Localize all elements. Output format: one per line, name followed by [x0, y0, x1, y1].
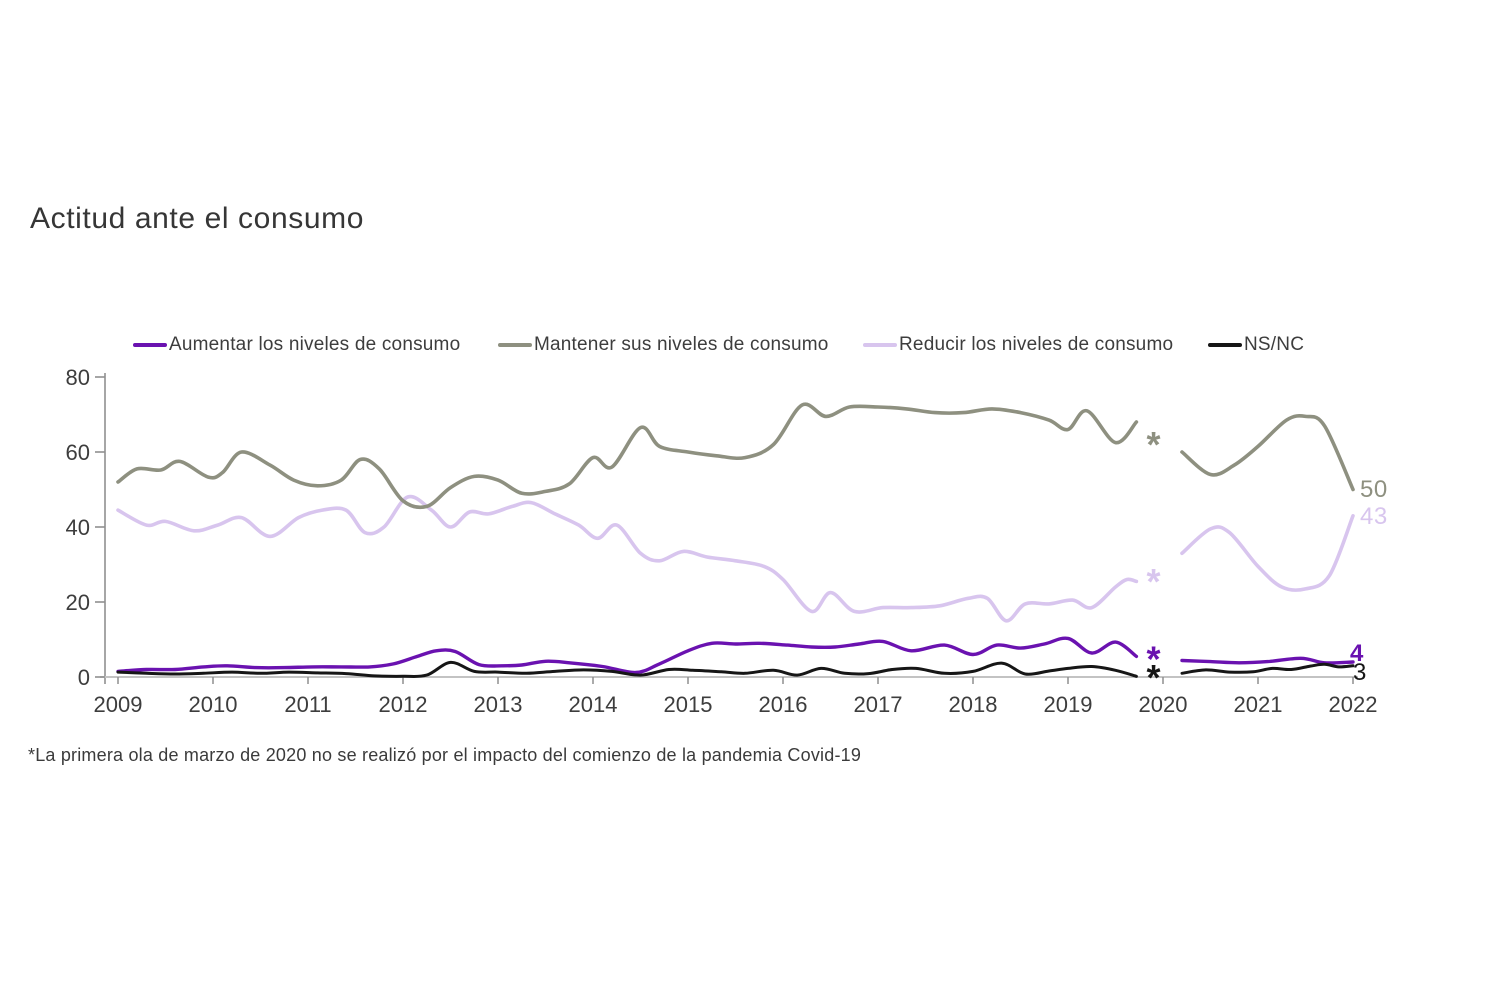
end-value-aumentar: 4: [1350, 640, 1364, 667]
legend-label-aumentar: Aumentar los niveles de consumo: [169, 333, 461, 355]
x-tick-label: 2009: [94, 692, 143, 717]
end-value-nsnc: 3: [1353, 659, 1367, 686]
x-tick-label: 2010: [189, 692, 238, 717]
y-tick-label: 60: [66, 440, 90, 465]
x-tick-label: 2012: [379, 692, 428, 717]
x-tick-label: 2022: [1329, 692, 1378, 717]
legend-swatch-nsnc: [1208, 342, 1242, 347]
y-tick-label: 80: [66, 365, 90, 390]
gap-asterisk-mantener: *: [1146, 424, 1160, 465]
series-line-nsnc-post-gap: [1180, 662, 1355, 675]
legend-label-mantener: Mantener sus niveles de consumo: [534, 333, 829, 355]
gap-asterisk-nsnc: *: [1146, 657, 1160, 698]
y-tick-label: 40: [66, 515, 90, 540]
x-tick-label: 2021: [1234, 692, 1283, 717]
legend-swatch-mantener: [498, 342, 532, 347]
y-tick-label: 0: [78, 665, 90, 690]
legend-label-reducir: Reducir los niveles de consumo: [899, 333, 1174, 355]
x-tick-label: 2011: [284, 692, 331, 717]
series-line-aumentar-post-gap: [1180, 656, 1355, 665]
x-tick-label: 2016: [759, 692, 808, 717]
x-tick-label: 2013: [474, 692, 523, 717]
x-tick-label: 2014: [569, 692, 618, 717]
series-line-mantener-pre-gap: [116, 402, 1139, 510]
legend-item-nsnc: NS/NC: [1208, 333, 1304, 356]
x-tick-label: 2017: [854, 692, 903, 717]
gap-asterisk-aumentar: *: [1146, 638, 1160, 679]
legend-swatch-aumentar: [133, 342, 167, 347]
footnote: *La primera ola de marzo de 2020 no se r…: [28, 745, 862, 765]
legend-label-nsnc: NS/NC: [1244, 333, 1305, 355]
series-line-nsnc-pre-gap: [116, 660, 1138, 678]
legend-swatch-reducir: [863, 342, 897, 347]
gap-asterisk-reducir: *: [1146, 561, 1160, 602]
legend-item-mantener: Mantener sus niveles de consumo: [498, 333, 829, 356]
end-value-reducir: 43: [1360, 503, 1388, 530]
x-tick-label: 2020: [1139, 692, 1188, 717]
y-tick-label: 20: [66, 590, 90, 615]
x-tick-label: 2019: [1044, 692, 1093, 717]
series-line-reducir-post-gap: [1180, 514, 1355, 592]
x-tick-label: 2018: [949, 692, 998, 717]
x-tick-label: 2015: [664, 692, 713, 717]
series-line-reducir-pre-gap: [116, 494, 1139, 623]
series-line-aumentar-pre-gap: [116, 636, 1139, 675]
legend-item-reducir: Reducir los niveles de consumo: [863, 333, 1173, 356]
legend-item-aumentar: Aumentar los niveles de consumo: [133, 333, 460, 356]
series-line-mantener-post-gap: [1180, 414, 1355, 492]
end-value-mantener: 50: [1360, 476, 1388, 503]
chart-title: Actitud ante el consumo: [30, 202, 364, 235]
